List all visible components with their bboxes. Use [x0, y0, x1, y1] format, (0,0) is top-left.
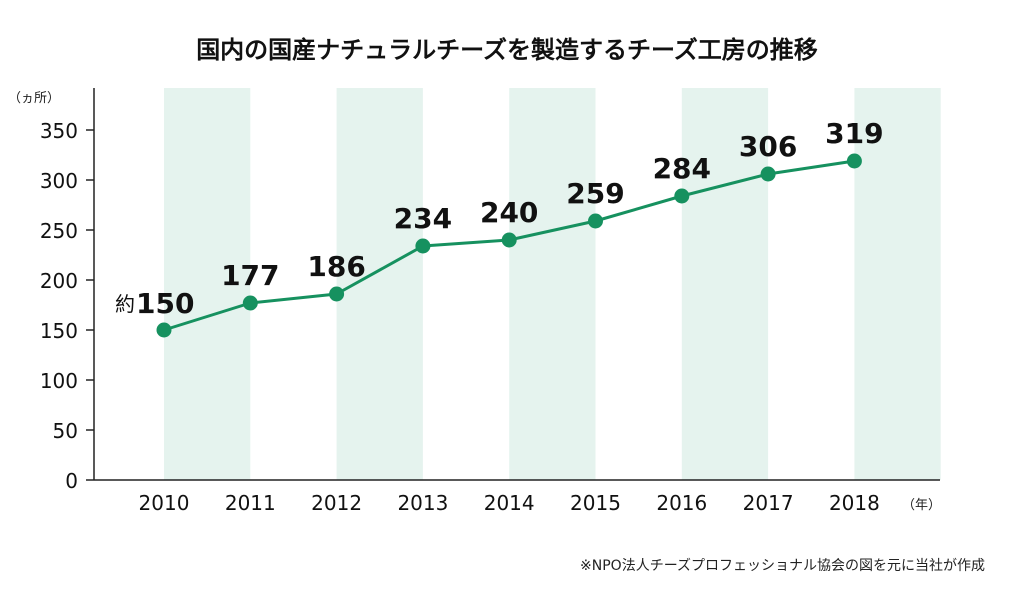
- data-point: [674, 188, 690, 204]
- x-tick-label: 2015: [570, 491, 621, 515]
- data-label-prefix: 約: [115, 292, 135, 316]
- data-point: [846, 153, 862, 169]
- y-tick-label: 200: [40, 269, 78, 293]
- chart-title: 国内の国産ナチュラルチーズを製造するチーズ工房の推移: [196, 36, 818, 64]
- data-labels: 約 150 177 186 234 240 259 284 306 319: [115, 117, 884, 320]
- data-label: 259: [566, 177, 624, 210]
- data-label: 284: [653, 152, 711, 185]
- y-tick-label: 0: [65, 469, 78, 493]
- source-note: ※NPO法人チーズプロフェッショナル協会の図を元に当社が作成: [580, 558, 985, 574]
- x-tick-label: 2016: [656, 491, 707, 515]
- x-tick-label: 2018: [829, 491, 880, 515]
- y-axis-unit: （ヵ所）: [8, 91, 60, 106]
- y-tick-label: 50: [53, 419, 78, 443]
- y-tick-label: 250: [40, 219, 78, 243]
- shade-band: [854, 88, 941, 480]
- y-tick-label: 350: [40, 119, 78, 143]
- column-shading: [164, 88, 941, 480]
- y-tick-label: 100: [40, 369, 78, 393]
- axes: [93, 88, 940, 481]
- data-label: 186: [307, 250, 365, 283]
- x-tick-label: 2010: [139, 491, 190, 515]
- shade-band: [681, 88, 769, 480]
- shade-band: [509, 88, 596, 480]
- data-label: 177: [221, 259, 279, 292]
- data-point: [156, 322, 172, 338]
- data-point: [415, 238, 431, 254]
- data-point: [501, 232, 517, 248]
- data-label: 234: [394, 202, 452, 235]
- data-point: [588, 213, 603, 229]
- data-label: 150: [136, 287, 194, 320]
- y-tick-label: 150: [40, 319, 78, 343]
- x-tick-label: 2012: [311, 491, 362, 515]
- x-axis-unit: （年）: [902, 498, 941, 513]
- x-ticks: 2010 2011 2012 2013 2014 2015 2016 2017 2018: [139, 491, 880, 515]
- y-ticks: 0 50 100 150 200 250 300 350: [40, 119, 94, 493]
- shade-band: [336, 88, 423, 480]
- x-tick-label: 2011: [225, 491, 276, 515]
- y-tick-label: 300: [40, 169, 78, 193]
- series: [156, 153, 862, 338]
- data-point: [242, 295, 258, 311]
- shade-band: [164, 88, 251, 480]
- data-label: 240: [480, 196, 538, 229]
- data-point: [760, 166, 776, 182]
- x-tick-label: 2014: [484, 491, 535, 515]
- x-tick-label: 2013: [397, 491, 448, 515]
- data-label: 306: [739, 130, 797, 163]
- data-point: [329, 286, 345, 302]
- data-label: 319: [825, 117, 883, 150]
- x-tick-label: 2017: [743, 491, 794, 515]
